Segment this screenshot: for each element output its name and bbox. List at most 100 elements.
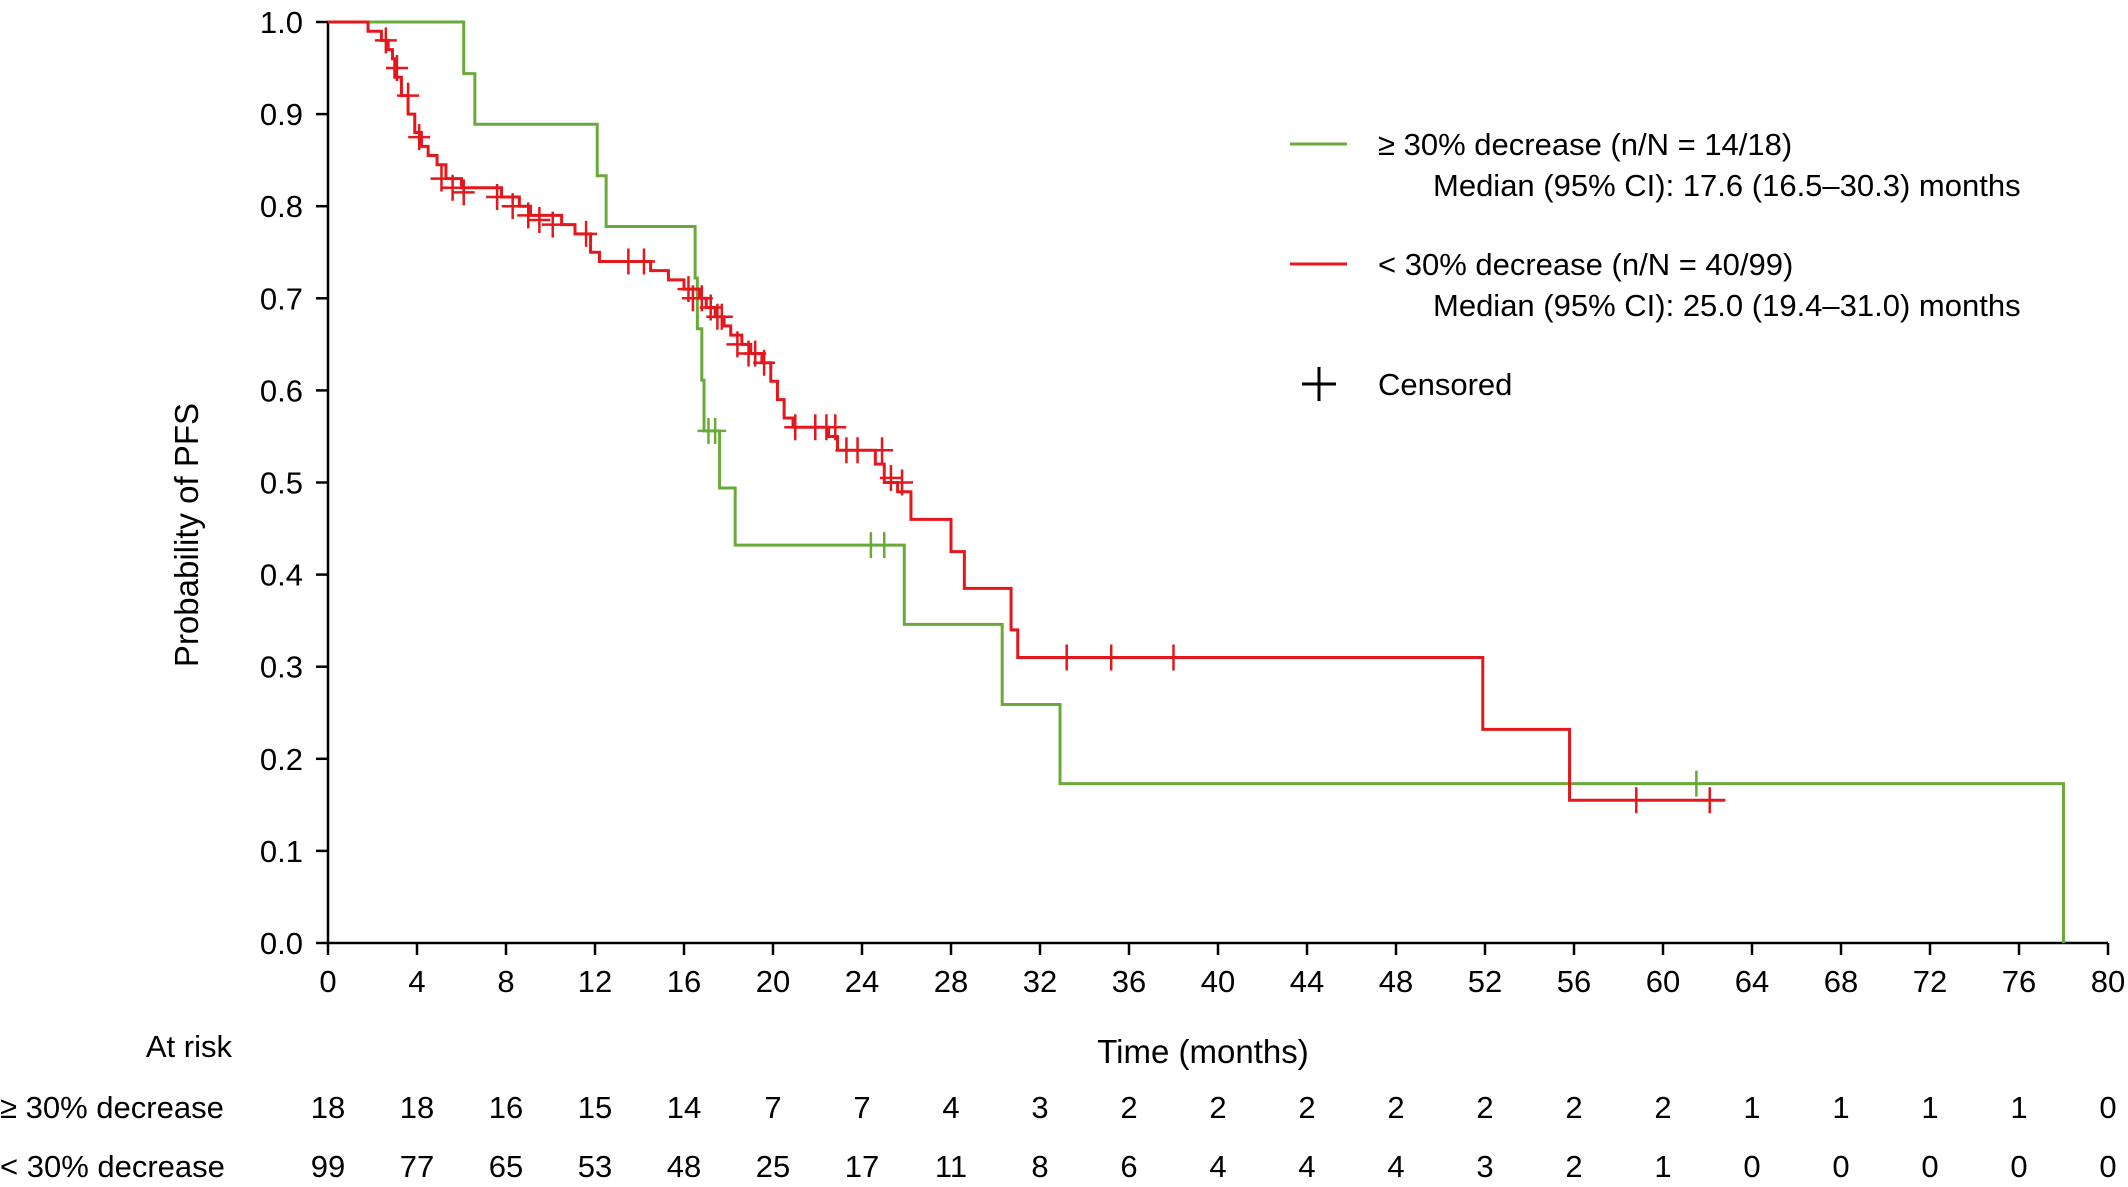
at-risk-count: 2 (1565, 1149, 1582, 1184)
censor-mark (871, 437, 894, 464)
series-2-step-line (328, 20, 1726, 802)
x-tick-label: 16 (667, 964, 701, 999)
x-axis-title: Time (months) (1097, 1033, 1308, 1070)
series-1-step-line (328, 20, 2065, 943)
censor-mark (879, 464, 902, 491)
at-risk-count: 2 (1298, 1090, 1315, 1125)
x-tick-label: 56 (1557, 964, 1591, 999)
x-tick-label: 32 (1023, 964, 1057, 999)
at-risk-count: 4 (942, 1090, 959, 1125)
censor-mark (1625, 787, 1648, 814)
censor-mark (486, 183, 509, 210)
at-risk-count: 2 (1565, 1090, 1582, 1125)
y-tick-label: 0.5 (260, 466, 303, 501)
axes: 0 4 8 12 16 20 24 28 32 36 40 44 48 52 56 60 64 68 72 76 800… (260, 5, 2125, 999)
censor-mark (704, 417, 727, 444)
legend-median-series-1: Median (95% CI): 17.6 (16.5–30.3) months (1433, 168, 2021, 203)
y-tick-label: 0.6 (260, 373, 303, 408)
legend-label-series-1: ≥ 30% decrease (n/N = 14/18) (1378, 127, 1792, 162)
censor-mark (891, 469, 914, 496)
x-tick-label: 4 (408, 964, 425, 999)
censor-mark (528, 207, 551, 234)
x-tick-label: 24 (845, 964, 879, 999)
x-tick-label: 40 (1201, 964, 1235, 999)
x-tick-label: 80 (2091, 964, 2125, 999)
at-risk-count: 4 (1387, 1149, 1404, 1184)
x-tick-label: 72 (1913, 964, 1947, 999)
at-risk-count: 11 (935, 1149, 967, 1184)
censor-mark (846, 437, 869, 464)
censor-mark (873, 532, 896, 559)
survival-curves (328, 20, 2065, 943)
y-axis-title: Probability of PFS (168, 403, 205, 667)
censor-mark (430, 165, 453, 192)
x-tick-label: 0 (319, 964, 336, 999)
at-risk-count: 14 (667, 1090, 701, 1125)
at-risk-count: 3 (1031, 1090, 1048, 1125)
at-risk-count: 1 (2010, 1090, 2027, 1125)
x-tick-label: 64 (1735, 964, 1769, 999)
x-tick-label: 20 (756, 964, 790, 999)
censor-mark (374, 27, 397, 54)
y-tick-label: 0.3 (260, 650, 303, 685)
x-tick-label: 60 (1646, 964, 1680, 999)
y-tick-label: 1.0 (260, 5, 303, 40)
y-tick-label: 0.1 (260, 834, 303, 869)
at-risk-count: 15 (578, 1090, 612, 1125)
y-tick-label: 0.0 (260, 926, 303, 961)
at-risk-count: 2 (1209, 1090, 1226, 1125)
legend-label-series-2: < 30% decrease (n/N = 40/99) (1378, 247, 1793, 282)
legend-median-series-2: Median (95% CI): 25.0 (19.4–31.0) months (1433, 288, 2021, 323)
x-tick-label: 12 (578, 964, 612, 999)
censor-mark (726, 331, 749, 358)
censor-mark (1162, 644, 1185, 671)
censor-mark (753, 349, 776, 376)
at-risk-count: 99 (311, 1149, 345, 1184)
censor-mark (824, 414, 847, 441)
at-risk-count: 53 (578, 1149, 612, 1184)
at-risk-count: 1 (1921, 1090, 1938, 1125)
censor-mark (710, 303, 733, 330)
y-tick-label: 0.9 (260, 97, 303, 132)
at-risk-row-label-1: ≥ 30% decrease (0, 1090, 224, 1125)
at-risk-count: 0 (2010, 1149, 2027, 1184)
at-risk-count: 0 (2099, 1090, 2116, 1125)
at-risk-count: 16 (489, 1090, 523, 1125)
at-risk-count: 25 (756, 1149, 790, 1184)
at-risk-count: 1 (1832, 1090, 1849, 1125)
at-risk-count: 1 (1743, 1090, 1760, 1125)
at-risk-count: 1 (1654, 1149, 1671, 1184)
legend-censored-label: Censored (1378, 367, 1512, 402)
censor-mark (784, 414, 807, 441)
y-tick-label: 0.4 (260, 558, 303, 593)
censor-marks (374, 27, 1721, 814)
at-risk-count: 2 (1476, 1090, 1493, 1125)
censor-mark (541, 211, 564, 238)
at-risk-count: 0 (1921, 1149, 1938, 1184)
legend: ≥ 30% decrease (n/N = 14/18) Median (95%… (1290, 127, 2021, 402)
at-risk-count: 2 (1120, 1090, 1137, 1125)
censor-mark (575, 220, 598, 247)
at-risk-count: 8 (1031, 1149, 1048, 1184)
x-tick-label: 44 (1290, 964, 1324, 999)
legend-censor-symbol (1302, 367, 1336, 401)
at-risk-count: 2 (1654, 1090, 1671, 1125)
x-tick-label: 68 (1824, 964, 1858, 999)
at-risk-count: 4 (1298, 1149, 1315, 1184)
censor-mark (1055, 644, 1078, 671)
at-risk-count: 0 (2099, 1149, 2116, 1184)
at-risk-count: 65 (489, 1149, 523, 1184)
censor-mark (517, 202, 540, 229)
censor-mark (408, 124, 431, 151)
at-risk-count: 7 (764, 1090, 781, 1125)
x-tick-label: 36 (1112, 964, 1146, 999)
at-risk-count: 17 (845, 1149, 879, 1184)
y-tick-label: 0.8 (260, 189, 303, 224)
censor-mark (397, 82, 420, 109)
y-tick-label: 0.7 (260, 281, 303, 316)
at-risk-count: 77 (400, 1149, 434, 1184)
at-risk-table: At risk ≥ 30% decrease < 30% decrease 18… (0, 1029, 2117, 1184)
censor-mark (441, 174, 464, 201)
at-risk-count: 7 (853, 1090, 870, 1125)
